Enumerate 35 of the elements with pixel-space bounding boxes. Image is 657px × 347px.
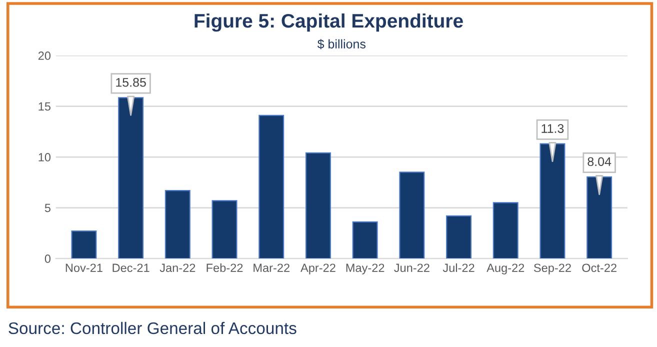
- source-note: Source: Controller General of Accounts: [8, 322, 296, 334]
- x-tick-label: Mar-22: [254, 264, 290, 272]
- bar: [118, 97, 144, 259]
- y-tick-label: 0: [44, 254, 51, 263]
- bar: [399, 172, 425, 259]
- x-tick-label: Feb-22: [206, 263, 243, 272]
- bar: [540, 143, 566, 259]
- bar: [212, 200, 238, 259]
- y-tick-label: 10: [38, 153, 51, 162]
- bar: [305, 152, 331, 259]
- x-tick-label: Jan-22: [160, 264, 196, 272]
- data-label: 15.85: [116, 78, 146, 87]
- bar: [492, 202, 518, 259]
- bar: [586, 176, 612, 259]
- x-tick-label: Nov-21: [66, 264, 102, 272]
- y-tick-label: 5: [44, 204, 50, 212]
- chart-title: Figure 5: Capital Expenditure: [194, 13, 463, 32]
- x-tick-label: Apr-22: [300, 264, 336, 274]
- bar: [258, 114, 284, 259]
- x-tick-label: Aug-22: [486, 264, 524, 274]
- x-tick-label: Jun-22: [394, 264, 430, 272]
- x-tick-label: Oct-22: [582, 264, 616, 272]
- bar: [352, 221, 378, 259]
- bar: [446, 215, 472, 259]
- x-tick-label: Dec-21: [112, 264, 150, 272]
- bar: [164, 190, 190, 259]
- x-tick-label: Jul-22: [442, 263, 474, 272]
- bar: [71, 230, 97, 259]
- x-tick-label: Sep-22: [534, 264, 571, 274]
- data-label: 11.3: [542, 124, 564, 133]
- y-tick-label: 20: [38, 52, 51, 60]
- data-label: 8.04: [588, 157, 612, 166]
- x-tick-label: May-22: [346, 264, 384, 274]
- y-tick-label: 15: [38, 102, 50, 111]
- chart-subtitle: $ billions: [317, 39, 366, 50]
